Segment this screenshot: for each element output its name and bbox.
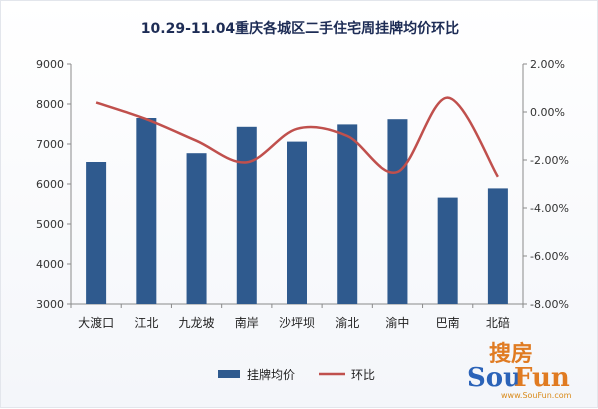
left-axis-tick-label: 5000 [36,218,64,231]
right-axis-tick-label: 2.00% [530,58,565,71]
right-axis-tick-label: -2.00% [530,154,569,167]
right-axis-tick-label: 0.00% [530,106,565,119]
bar [86,162,106,304]
bar-series [86,118,508,304]
legend: 挂牌均价 环比 [218,368,375,382]
bar [287,142,307,304]
category-label: 大渡口 [78,315,114,330]
bar [488,188,508,304]
watermark-en-fun: Fun [514,363,570,393]
bar [136,118,156,304]
left-axis-tick-label: 9000 [36,58,64,71]
left-axis-tick-label: 8000 [36,98,64,111]
soufun-watermark-logo: 搜房 Sou Fun www.SouFun.com [467,341,572,400]
category-label: 渝北 [335,315,359,330]
category-labels: 大渡口 江北 九龙坡 南岸 沙坪坝 渝北 渝中 巴南 北碚 [78,315,510,330]
category-label: 江北 [134,316,158,330]
bar [187,153,207,304]
category-label: 南岸 [235,315,259,330]
chart-title: 10.29-11.04重庆各城区二手住宅周挂牌均价环比 [141,20,459,37]
category-label: 九龙坡 [179,316,215,330]
legend-label-bar: 挂牌均价 [247,368,295,382]
right-axis-tick-label: -8.00% [530,298,569,311]
bar [337,124,357,304]
category-label: 巴南 [436,315,460,330]
right-axis-tick-label: -6.00% [530,250,569,263]
left-axis-tick-label: 6000 [36,178,64,191]
category-label: 北碚 [486,315,510,330]
right-axis-tick-label: -4.00% [530,202,569,215]
left-axis-tick-label: 4000 [36,258,64,271]
watermark-url: www.SouFun.com [501,391,572,400]
legend-label-line: 环比 [351,368,375,382]
bar [387,119,407,304]
bar [438,198,458,304]
bar [237,127,257,304]
category-label: 沙坪坝 [279,316,315,330]
legend-swatch-bar [218,370,240,378]
left-axis-tick-label: 3000 [36,298,64,311]
left-axis-tick-label: 7000 [36,138,64,151]
category-label: 渝中 [385,315,409,330]
